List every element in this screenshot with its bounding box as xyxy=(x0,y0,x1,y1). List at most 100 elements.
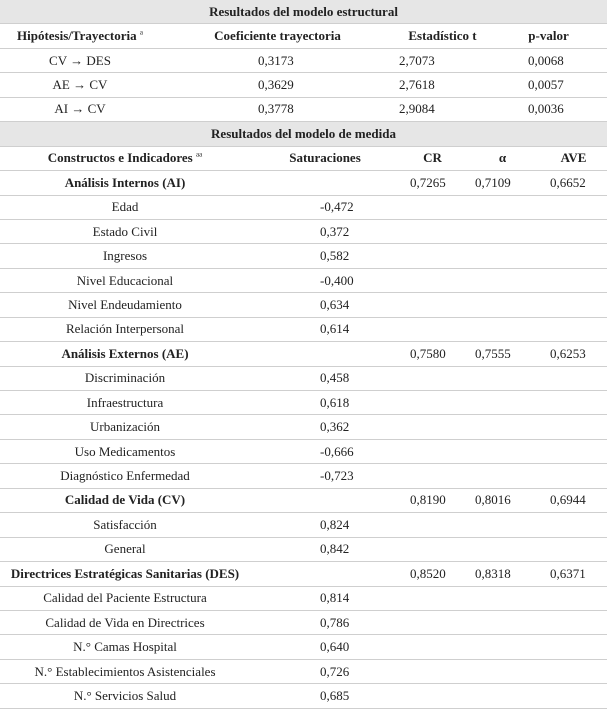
data-row: AI → CV 0,3778 2,9084 0,0036 xyxy=(0,97,607,123)
header-row: Hipótesis/Trayectoria a Coeficiente traye… xyxy=(0,23,607,49)
empty-cell xyxy=(400,317,465,343)
construct-name: Directrices Estratégicas Sanitarias (DES… xyxy=(0,561,250,587)
loading: 0,372 xyxy=(250,219,400,245)
empty-cell xyxy=(540,243,607,269)
indicator-row: General 0,842 xyxy=(0,537,607,563)
loading: 0,458 xyxy=(250,366,400,392)
metric-ave: 0,6944 xyxy=(540,488,607,514)
empty-cell xyxy=(465,219,540,245)
header-text: AVE xyxy=(560,150,587,166)
footnote-mark: aa xyxy=(195,151,203,160)
loading: 0,362 xyxy=(250,414,400,440)
empty-cell xyxy=(400,659,465,685)
empty-cell xyxy=(540,366,607,392)
indicator-name: N.° Establecimientos Asistenciales xyxy=(0,659,250,685)
indicator-row: Ingresos 0,582 xyxy=(0,243,607,269)
empty-cell xyxy=(540,586,607,611)
indicator-name: N.° Camas Hospital xyxy=(0,634,250,660)
metric-cr: 0,8520 xyxy=(400,561,465,587)
empty-cell xyxy=(465,414,540,440)
metric-alpha: 0,8016 xyxy=(465,488,540,514)
header-cell: Constructos e Indicadores aa xyxy=(0,146,250,172)
indicator-name: Nivel Endeudamiento xyxy=(0,292,250,318)
indicator-row: Nivel Endeudamiento 0,634 xyxy=(0,292,607,318)
empty-cell xyxy=(540,268,607,294)
cell: CV → DES xyxy=(0,48,160,74)
cell: 0,0068 xyxy=(490,48,607,74)
empty-cell xyxy=(400,292,465,318)
empty-cell xyxy=(400,243,465,269)
empty-cell xyxy=(540,414,607,440)
loading: 0,618 xyxy=(250,390,400,416)
empty-cell xyxy=(400,512,465,538)
indicator-name: Nivel Educacional xyxy=(0,268,250,294)
cell: AI → CV xyxy=(0,97,160,123)
header-text: Estadístico t xyxy=(408,28,477,44)
indicator-name: Infraestructura xyxy=(0,390,250,416)
construct-name: Análisis Externos (AE) xyxy=(0,341,250,367)
empty-cell xyxy=(465,439,540,465)
indicator-row: Relación Interpersonal 0,614 xyxy=(0,317,607,343)
cell: 2,7073 xyxy=(395,48,490,74)
data-row: CV → DES 0,3173 2,7073 0,0068 xyxy=(0,48,607,74)
cell: 0,3778 xyxy=(160,97,395,123)
indicator-name: Urbanización xyxy=(0,414,250,440)
loading: 0,786 xyxy=(250,610,400,636)
empty-cell xyxy=(465,195,540,220)
indicator-row: N.° Establecimientos Asistenciales 0,726 xyxy=(0,659,607,685)
indicator-row: N.° Servicios Salud 0,685 xyxy=(0,683,607,709)
empty-cell xyxy=(465,659,540,685)
empty-cell xyxy=(465,586,540,611)
header-cell: Hipótesis/Trayectoria a xyxy=(0,23,160,49)
loading: 0,685 xyxy=(250,683,400,709)
cell: 2,9084 xyxy=(395,97,490,123)
empty-cell xyxy=(540,292,607,318)
indicator-name: Uso Medicamentos xyxy=(0,439,250,465)
indicator-row: Infraestructura 0,618 xyxy=(0,390,607,416)
header-text: CR xyxy=(423,150,442,166)
indicator-row: Edad -0,472 xyxy=(0,195,607,220)
empty-cell xyxy=(540,463,607,489)
empty-cell xyxy=(250,561,400,587)
empty-cell xyxy=(465,634,540,660)
loading: -0,666 xyxy=(250,439,400,465)
cell: AE → CV xyxy=(0,72,160,98)
empty-cell xyxy=(400,537,465,563)
empty-cell xyxy=(465,366,540,392)
empty-cell xyxy=(400,683,465,709)
header-text: Coeficiente trayectoria xyxy=(214,28,341,44)
loading: 0,814 xyxy=(250,586,400,611)
indicator-row: Nivel Educacional -0,400 xyxy=(0,268,607,294)
section-title: Resultados del modelo de medida xyxy=(0,122,607,147)
empty-cell xyxy=(465,317,540,343)
cell: 0,3173 xyxy=(160,48,395,74)
indicator-name: Discriminación xyxy=(0,366,250,392)
loading: -0,472 xyxy=(250,195,400,220)
metric-alpha: 0,8318 xyxy=(465,561,540,587)
indicator-row: Satisfacción 0,824 xyxy=(0,512,607,538)
empty-cell xyxy=(465,512,540,538)
title-row: Resultados del modelo de medida xyxy=(0,122,607,147)
metric-ave: 0,6652 xyxy=(540,170,607,196)
header-cell: CR xyxy=(400,146,465,172)
empty-cell xyxy=(465,268,540,294)
empty-cell xyxy=(540,317,607,343)
empty-cell xyxy=(250,341,400,367)
header-cell: Estadístico t xyxy=(395,23,490,49)
indicator-name: N.° Servicios Salud xyxy=(0,683,250,709)
header-text: Constructos e Indicadores xyxy=(47,150,193,166)
indicator-name: General xyxy=(0,537,250,563)
empty-cell xyxy=(540,683,607,709)
metric-alpha: 0,7109 xyxy=(465,170,540,196)
group-row: Calidad de Vida (CV) 0,8190 0,8016 0,6944 xyxy=(0,488,607,514)
header-cell: p-valor xyxy=(490,23,607,49)
header-cell: Saturaciones xyxy=(250,146,400,172)
loading: 0,582 xyxy=(250,243,400,269)
empty-cell xyxy=(400,634,465,660)
loading: 0,640 xyxy=(250,634,400,660)
header-row: Constructos e Indicadores aa Saturaciones… xyxy=(0,146,607,172)
empty-cell xyxy=(465,463,540,489)
metric-cr: 0,7265 xyxy=(400,170,465,196)
header-text: α xyxy=(498,150,507,166)
empty-cell xyxy=(400,463,465,489)
